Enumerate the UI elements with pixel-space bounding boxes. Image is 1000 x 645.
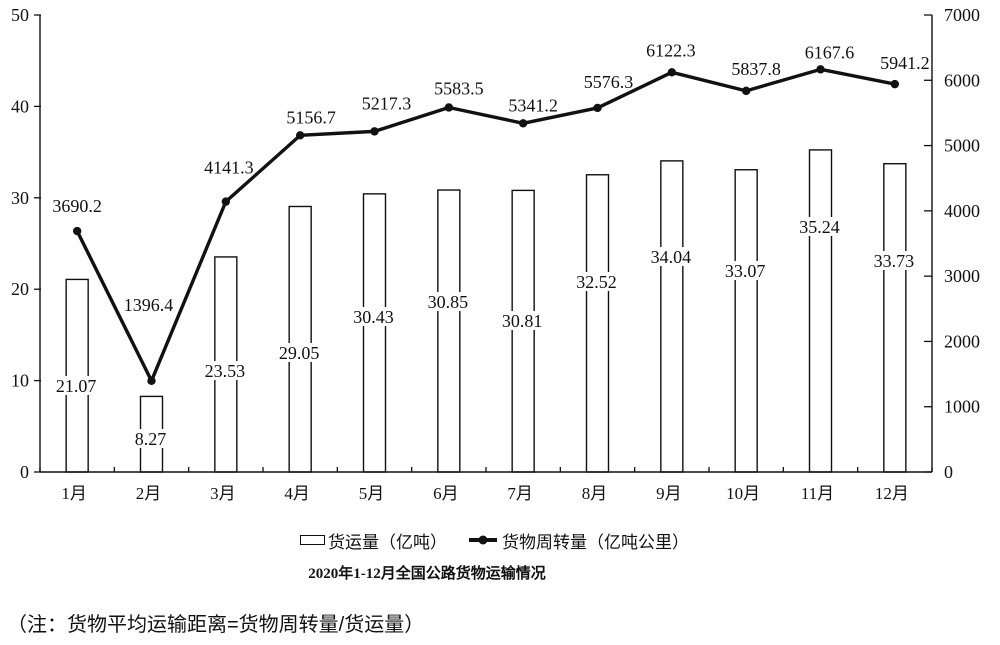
line-value-label: 5837.8	[731, 59, 781, 79]
right-axis-tick-label: 3000	[944, 266, 980, 286]
bar-value-label: 32.52	[576, 272, 617, 292]
line-value-label: 5217.3	[362, 93, 412, 113]
bar-value-label-bg	[273, 343, 326, 362]
line-value-label: 5941.2	[880, 53, 930, 73]
line-point-12月	[890, 79, 900, 89]
bar-series-legend-label: 货运量（亿吨）	[328, 532, 447, 552]
bar-value-label: 23.53	[205, 361, 246, 381]
line-point-8月	[593, 103, 602, 113]
footnote: （注：货物平均运输距离=货物周转量/货运量）	[7, 614, 425, 636]
line-value-label: 3690.2	[52, 196, 102, 216]
x-axis-category-label: 1月	[61, 484, 87, 503]
line-point-10月	[741, 86, 751, 96]
bar-11月	[808, 149, 833, 473]
right-axis-tick-label: 0	[944, 462, 953, 482]
bar-value-label: 33.73	[874, 251, 915, 271]
bar-value-label: 33.07	[725, 261, 766, 281]
bar-value-label: 8.27	[135, 429, 167, 449]
line-point-2月	[147, 376, 156, 386]
right-axis-tick-label: 2000	[944, 331, 980, 351]
x-axis-category-label: 11月	[801, 484, 834, 503]
x-axis-category-label: 6月	[433, 484, 459, 503]
left-axis-tick-label: 10	[11, 371, 29, 391]
bar-value-label-bg	[719, 261, 772, 280]
x-axis-category-label: 4月	[284, 484, 310, 503]
line-marker-dot-icon	[478, 535, 488, 545]
line-point-11月	[816, 65, 825, 74]
bar-5月	[362, 193, 387, 473]
line-point-6月	[444, 103, 454, 112]
x-axis-category-label: 10月	[726, 484, 760, 503]
right-axis-tick-label: 6000	[944, 70, 980, 90]
line-point-5月	[370, 127, 379, 136]
x-axis-category-label: 7月	[507, 484, 533, 503]
combo-chart: 0 10 20 30 40 50 0 1000 2000 3000 4000 5000 6000 7000…	[11, 5, 980, 503]
line-series-legend-label: 货物周转量（亿吨公里）	[502, 532, 689, 552]
left-axis-tick-label: 0	[20, 462, 29, 482]
line-point-7月	[518, 119, 528, 128]
bar-value-label: 21.07	[56, 376, 97, 396]
bar-4月	[288, 205, 312, 473]
x-axis-category-label: 5月	[359, 484, 385, 503]
x-axis-category-label: 9月	[656, 484, 682, 503]
bar-value-label-bg	[793, 217, 846, 236]
left-axis-tick-label: 50	[11, 5, 29, 25]
line-point-9月	[667, 68, 677, 77]
x-axis-category-label: 3月	[210, 484, 236, 503]
line-value-label: 4141.3	[204, 158, 254, 178]
line-value-label: 5156.7	[286, 107, 336, 127]
x-axis-category-label: 2月	[136, 484, 162, 503]
line-value-label: 6122.3	[646, 40, 696, 60]
bar-value-label: 30.81	[502, 311, 543, 331]
line-series-swatch-icon	[469, 535, 497, 545]
bar-value-label-bg	[124, 429, 177, 448]
bar-series-swatch-icon	[300, 535, 325, 545]
x-axis-category-label: 12月	[875, 484, 909, 503]
bar-10月	[734, 169, 758, 473]
bar-value-label: 30.43	[353, 307, 394, 327]
left-axis-tick-label: 20	[11, 279, 29, 299]
bar-6月	[437, 189, 461, 473]
bar-value-label: 35.24	[799, 217, 840, 237]
line-value-label: 5583.5	[434, 78, 484, 98]
bar-value-label-bg	[496, 311, 549, 330]
bar-7月	[511, 189, 535, 473]
bar-value-label-bg	[570, 272, 623, 291]
bar-value-label-bg	[867, 251, 920, 270]
line-point-4月	[295, 131, 305, 140]
line-value-label: 5576.3	[584, 72, 634, 92]
bar-value-label-bg	[347, 307, 400, 326]
right-axis-tick-label: 1000	[944, 397, 980, 417]
bar-value-label-bg	[198, 361, 251, 380]
line-point-3月	[221, 197, 231, 206]
bar-value-label-bg	[421, 292, 474, 311]
bar-12月	[883, 163, 907, 473]
left-axis-tick-label: 40	[11, 96, 29, 116]
x-axis-category-label: 8月	[582, 484, 608, 503]
bar-value-label: 34.04	[651, 247, 692, 267]
right-axis-tick-label: 5000	[944, 136, 980, 156]
bar-9月	[660, 160, 684, 473]
legend: 货运量（亿吨） 货物周转量（亿吨公里）	[300, 529, 689, 552]
turnover-line	[75, 67, 897, 383]
line-value-label: 1396.4	[124, 295, 174, 315]
right-axis-tick-label: 7000	[944, 5, 980, 25]
bar-8月	[585, 174, 610, 473]
line-value-label: 5341.2	[508, 95, 558, 115]
left-axis-tick-label: 30	[11, 188, 29, 208]
bar-value-label-bg	[50, 376, 103, 395]
line-value-label: 6167.6	[805, 42, 855, 62]
bar-value-label: 29.05	[279, 343, 320, 363]
bar-value-label: 30.85	[428, 292, 469, 312]
chart-title: 2020年1-12月全国公路货物运输情况	[308, 566, 546, 582]
line-point-1月	[72, 226, 82, 236]
bar-value-label-bg	[644, 247, 697, 266]
right-axis-tick-label: 4000	[944, 201, 980, 221]
